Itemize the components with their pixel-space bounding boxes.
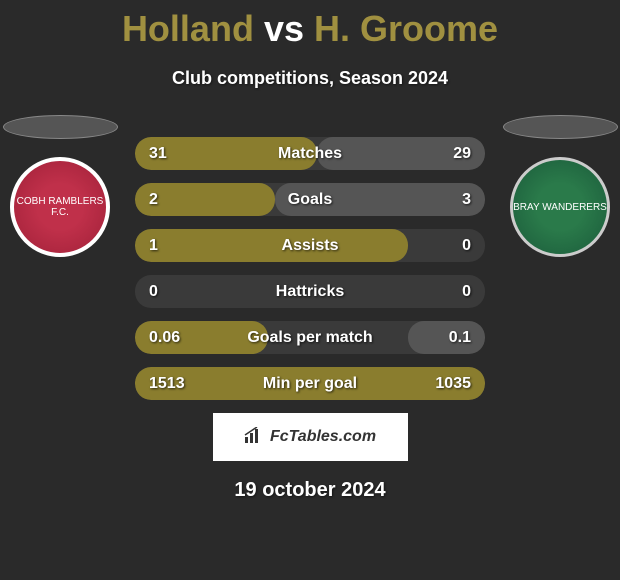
match-date: 19 october 2024 (0, 479, 620, 502)
player2-crest: BRAY WANDERERS (510, 157, 610, 257)
crest1-label: COBH RAMBLERS F.C. (14, 196, 106, 218)
stat-row: 2 Goals 3 (135, 183, 485, 216)
promo-banner[interactable]: FcTables.com (213, 413, 408, 461)
stat-row: 1 Assists 0 (135, 229, 485, 262)
crest-shadow (503, 115, 618, 139)
stats-list: 31Matches292Goals31Assists00Hattricks00.… (135, 137, 485, 400)
stat-value-left: 1 (149, 237, 158, 255)
promo-text: FcTables.com (270, 428, 376, 446)
stat-label: Matches (278, 145, 342, 163)
player2-crest-wrap: BRAY WANDERERS (500, 115, 620, 257)
stat-row: 1513 Min per goal 1035 (135, 367, 485, 400)
crest-shadow (3, 115, 118, 139)
stat-label: Assists (282, 237, 339, 255)
stat-value-right: 29 (453, 145, 471, 163)
stat-label: Hattricks (276, 283, 344, 301)
title-player1: Holland (122, 8, 254, 49)
stat-label: Min per goal (263, 375, 357, 393)
stat-value-right: 3 (462, 191, 471, 209)
chart-icon (244, 427, 264, 448)
stat-value-right: 1035 (435, 375, 471, 393)
player1-crest-wrap: COBH RAMBLERS F.C. (0, 115, 120, 257)
title-player2: H. Groome (314, 8, 498, 49)
stat-row: 0.06 Goals per match 0.1 (135, 321, 485, 354)
subtitle: Club competitions, Season 2024 (0, 68, 620, 89)
stat-value-left: 0.06 (149, 329, 180, 347)
stat-value-left: 1513 (149, 375, 185, 393)
stat-label: Goals per match (247, 329, 372, 347)
stat-label: Goals (288, 191, 332, 209)
page-title: Holland vs H. Groome (0, 0, 620, 50)
stat-row: 31 Matches 29 (135, 137, 485, 170)
stat-value-right: 0 (462, 283, 471, 301)
stat-value-right: 0 (462, 237, 471, 255)
player1-crest: COBH RAMBLERS F.C. (10, 157, 110, 257)
title-vs: vs (264, 8, 304, 49)
stat-value-left: 2 (149, 191, 158, 209)
stat-value-right: 0.1 (449, 329, 471, 347)
stat-row: 0 Hattricks 0 (135, 275, 485, 308)
stat-value-left: 31 (149, 145, 167, 163)
stat-value-left: 0 (149, 283, 158, 301)
crest2-label: BRAY WANDERERS (513, 202, 607, 213)
stat-fill-right (408, 321, 485, 354)
stat-fill-left (135, 229, 408, 262)
